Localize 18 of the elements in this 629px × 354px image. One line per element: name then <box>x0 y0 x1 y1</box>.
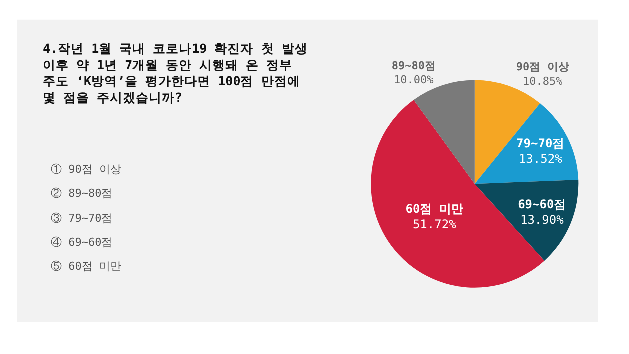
text: ④ 69~60점 <box>51 236 113 249</box>
text: ⑤ 60점 미만 <box>51 260 122 273</box>
slice-label: 89~80점 <box>392 59 436 72</box>
data-label: 13.52% <box>518 152 564 166</box>
pie-slice <box>474 103 579 184</box>
slice-label: 60점 미만 <box>406 202 464 216</box>
slice-label: 90점 이상 <box>516 60 570 74</box>
data-label: 13.90% <box>520 213 565 228</box>
data-label: 10.00% <box>394 74 434 87</box>
slice-label: 79~70점 <box>516 136 565 150</box>
slice-label: 69~60점 <box>518 198 566 212</box>
text: ③ 79~70점 <box>51 212 113 225</box>
pie-slice <box>474 180 579 261</box>
data-label: 51.72% <box>412 218 458 232</box>
text: ② 89~80점 <box>51 187 113 200</box>
text: 4.작년 1월 국내 코로나19 확진자 첫 발생 이후 약 1년 7개월 동안 시행돼 온 정부 주도 ‘K방역’을 평가한다면 100점 만점에 몇 점을 주시겠습니까? <box>43 41 308 105</box>
data-label: 10.85% <box>522 74 564 88</box>
text: ① 90점 이상 <box>51 163 122 176</box>
